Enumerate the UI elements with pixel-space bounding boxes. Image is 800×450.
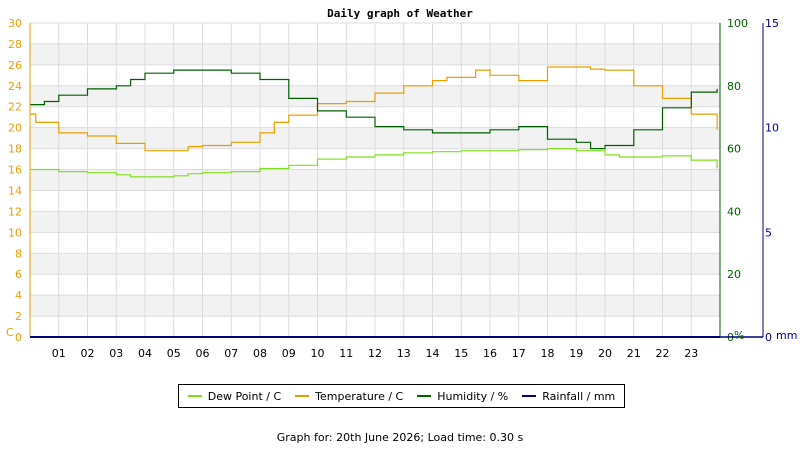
x-tick-label: 11 bbox=[339, 347, 353, 360]
humidity-axis-unit: % bbox=[734, 329, 744, 342]
humidity-tick-label: 40 bbox=[727, 205, 741, 218]
left-tick-label: 6 bbox=[15, 268, 22, 281]
footer-status: Graph for: 20th June 2026; Load time: 0.… bbox=[276, 431, 524, 444]
legend-label-temperature: Temperature / C bbox=[315, 389, 404, 403]
x-tick-label: 16 bbox=[483, 347, 497, 360]
left-tick-label: 14 bbox=[8, 184, 22, 197]
series-line-humidity bbox=[30, 69, 718, 150]
legend-label-rainfall: Rainfall / mm bbox=[542, 389, 616, 403]
x-tick-label: 02 bbox=[81, 347, 95, 360]
x-tick-label: 19 bbox=[569, 347, 583, 360]
x-tick-label: 01 bbox=[52, 347, 66, 360]
humidity-tick-label: 80 bbox=[727, 80, 741, 93]
left-tick-label: 4 bbox=[15, 289, 22, 302]
legend-swatch-rainfall bbox=[522, 395, 537, 397]
rainfall-tick-label: 15 bbox=[765, 17, 779, 30]
legend-swatch-temperature bbox=[295, 395, 310, 397]
left-tick-label: 0 bbox=[15, 331, 22, 344]
x-tick-label: 08 bbox=[253, 347, 267, 360]
left-tick-label: 18 bbox=[8, 143, 22, 156]
x-tick-label: 15 bbox=[454, 347, 468, 360]
x-tick-label: 17 bbox=[512, 347, 526, 360]
x-tick-label: 03 bbox=[109, 347, 123, 360]
left-tick-label: 10 bbox=[8, 226, 22, 239]
x-axis-ticks: 01 02 03 04 05 06 07 08 09 10 11 12 13 14 15 16 17 18 19 20… bbox=[52, 347, 699, 360]
left-tick-label: 30 bbox=[8, 17, 22, 30]
x-tick-label: 14 bbox=[426, 347, 440, 360]
x-tick-label: 04 bbox=[138, 347, 152, 360]
left-tick-label: 8 bbox=[15, 247, 22, 260]
x-tick-label: 09 bbox=[282, 347, 296, 360]
left-tick-label: 24 bbox=[8, 80, 22, 93]
legend-item-temperature: Temperature / C bbox=[295, 390, 403, 403]
legend-item-humidity: Humidity / % bbox=[417, 390, 508, 403]
x-tick-label: 12 bbox=[368, 347, 382, 360]
legend: Dew Point / C Temperature / C Humidity /… bbox=[178, 384, 625, 408]
humidity-tick-label: 100 bbox=[727, 17, 748, 30]
legend-swatch-dew-point bbox=[187, 395, 202, 397]
left-tick-label: 26 bbox=[8, 59, 22, 72]
rainfall-axis-unit: mm bbox=[776, 329, 797, 342]
left-tick-label: 28 bbox=[8, 38, 22, 51]
left-tick-label: 22 bbox=[8, 101, 22, 114]
x-tick-label: 06 bbox=[196, 347, 210, 360]
legend-label-humidity: Humidity / % bbox=[437, 389, 509, 403]
x-tick-label: 23 bbox=[684, 347, 698, 360]
x-tick-label: 10 bbox=[311, 347, 325, 360]
x-tick-label: 05 bbox=[167, 347, 181, 360]
x-tick-label: 20 bbox=[598, 347, 612, 360]
legend-label-dew-point: Dew Point / C bbox=[207, 389, 282, 403]
left-tick-label: 20 bbox=[8, 122, 22, 135]
series-line-dew bbox=[30, 148, 718, 178]
legend-item-rainfall: Rainfall / mm bbox=[522, 390, 615, 403]
humidity-tick-label: 20 bbox=[727, 268, 741, 281]
x-tick-label: 21 bbox=[627, 347, 641, 360]
x-tick-label: 07 bbox=[224, 347, 238, 360]
rainfall-tick-label: 5 bbox=[765, 226, 772, 239]
x-tick-label: 13 bbox=[397, 347, 411, 360]
left-tick-label: 2 bbox=[15, 310, 22, 323]
x-tick-label: 22 bbox=[656, 347, 670, 360]
chart-title: Daily graph of Weather bbox=[327, 7, 473, 20]
left-tick-label: 16 bbox=[8, 164, 22, 177]
left-tick-label: 12 bbox=[8, 205, 22, 218]
rainfall-tick-label: 10 bbox=[765, 122, 779, 135]
axes bbox=[29, 23, 764, 338]
rainfall-axis-ticks: 0 5 10 15 bbox=[765, 17, 779, 344]
x-tick-label: 18 bbox=[541, 347, 555, 360]
legend-swatch-humidity bbox=[417, 395, 432, 397]
rainfall-tick-label: 0 bbox=[765, 331, 772, 344]
legend-item-dew-point: Dew Point / C bbox=[187, 389, 282, 403]
humidity-tick-label: 60 bbox=[727, 143, 741, 156]
series-line-temperature bbox=[30, 66, 718, 152]
left-axis-unit: C bbox=[6, 326, 14, 339]
